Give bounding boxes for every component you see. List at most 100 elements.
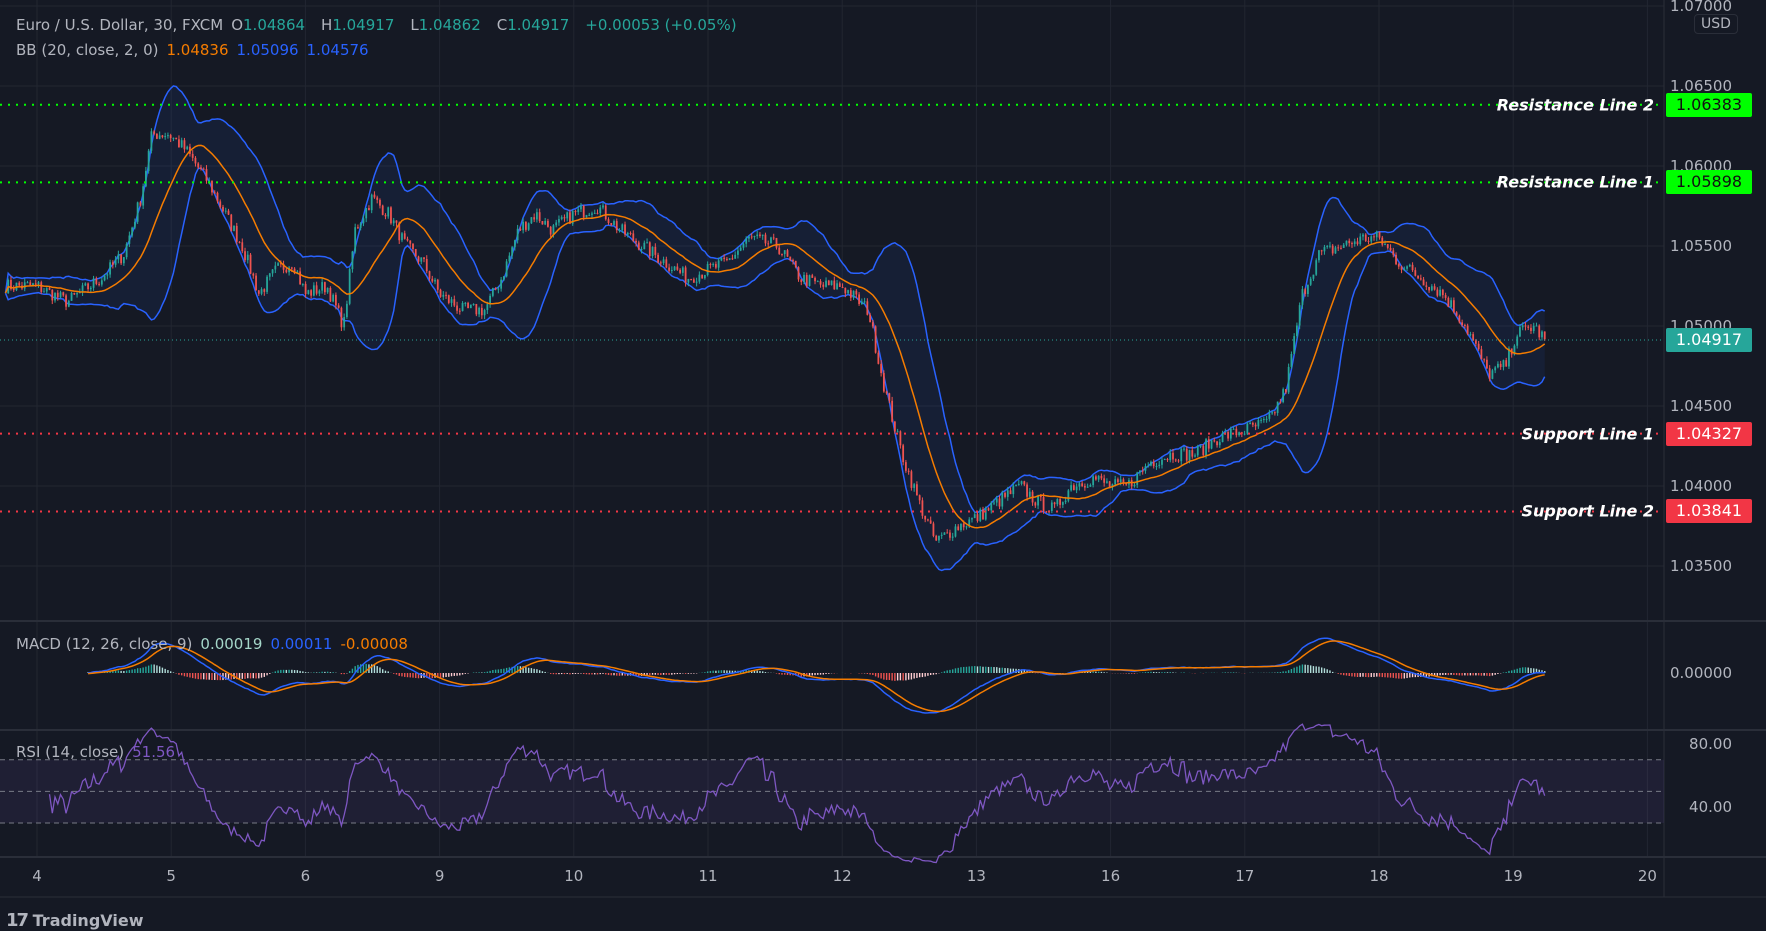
bb-legend[interactable]: BB (20, close, 2, 0) 1.04836 1.05096 1.0457… <box>16 41 377 59</box>
level-label[interactable]: Support Line 2 <box>1521 501 1654 521</box>
candle-body <box>522 222 525 231</box>
candle-body <box>684 267 687 283</box>
candle-body <box>1505 360 1508 367</box>
candle-body <box>885 391 888 394</box>
level-label[interactable]: Resistance Line 2 <box>1496 95 1654 115</box>
ohlc-open: O1.04864 <box>231 16 313 34</box>
candle-body <box>1422 279 1425 286</box>
rsi-legend[interactable]: RSI (14, close) 51.56 <box>16 743 183 761</box>
candle-body <box>1323 247 1326 252</box>
rsi-value: 51.56 <box>132 743 176 761</box>
candle-body <box>742 243 745 248</box>
candle-body <box>147 150 150 171</box>
candle-body <box>797 267 800 280</box>
candle-body <box>1351 243 1353 245</box>
candle-body <box>211 180 213 193</box>
candle-body <box>1430 286 1433 291</box>
candle-body <box>709 264 712 266</box>
candle-body <box>442 294 445 297</box>
candle-body <box>1028 491 1031 497</box>
price-axis-label: 1.06500 <box>1669 77 1732 95</box>
candle-body <box>1106 481 1108 483</box>
candle-body <box>156 133 158 139</box>
level-label[interactable]: Support Line 1 <box>1521 424 1654 444</box>
candle-body <box>1199 445 1202 447</box>
candle-body <box>990 502 993 511</box>
candle-body <box>343 317 346 328</box>
rsi-axis-80: 80.00 <box>1689 735 1732 753</box>
candle-body <box>624 224 626 235</box>
candle-body <box>962 523 965 528</box>
candle-body <box>1535 325 1538 327</box>
candle-body <box>1092 476 1095 486</box>
candle-body <box>577 209 580 212</box>
tradingview-logo[interactable]: 17 TradingView <box>6 910 143 931</box>
candle-body <box>505 261 508 277</box>
candle-body <box>1150 461 1152 466</box>
candle-body <box>183 140 186 150</box>
candle-body <box>34 283 37 285</box>
open-label: O <box>231 16 244 34</box>
high-label: H <box>321 16 333 34</box>
candle-body <box>563 217 566 219</box>
low-value: 1.04862 <box>418 16 481 34</box>
candle-body <box>1386 244 1389 248</box>
candle-body <box>555 222 558 226</box>
candle-body <box>1180 449 1183 462</box>
candle-body <box>657 254 659 263</box>
bb-basis-line <box>4 144 1546 529</box>
candle-body <box>219 201 222 207</box>
candle-body <box>1053 502 1056 505</box>
candle-body <box>296 271 299 274</box>
candle-body <box>1480 349 1483 360</box>
rsi-axis-40: 40.00 <box>1689 798 1732 816</box>
macd-legend[interactable]: MACD (12, 26, close, 9) 0.00019 0.00011 -0.… <box>16 635 416 653</box>
candle-body <box>1072 485 1075 491</box>
brand-name: TradingView <box>32 911 144 930</box>
candle-body <box>635 240 637 243</box>
candle-body <box>753 236 756 238</box>
candle-body <box>513 240 516 248</box>
candle-body <box>1139 470 1141 473</box>
candle-body <box>194 157 197 164</box>
candle-body <box>1017 483 1020 485</box>
candle-body <box>1408 264 1411 267</box>
candle-body <box>213 192 216 194</box>
candle-body <box>1089 485 1092 487</box>
candle-body <box>1061 502 1064 505</box>
candle-body <box>274 265 277 270</box>
candle-body <box>602 205 604 208</box>
currency-badge[interactable]: USD <box>1694 14 1738 34</box>
candle-body <box>1287 366 1290 393</box>
candle-body <box>23 282 26 289</box>
candle-body <box>271 269 274 274</box>
candle-body <box>547 220 549 227</box>
candle-body <box>965 526 968 528</box>
candle-body <box>142 186 145 206</box>
candle-body <box>92 278 95 288</box>
candle-body <box>538 212 541 222</box>
candle-body <box>866 301 869 315</box>
candle-body <box>133 221 136 228</box>
candle-body <box>1342 244 1345 248</box>
candle-body <box>205 169 208 181</box>
candle-body <box>1260 419 1263 421</box>
candle-body <box>1232 428 1235 430</box>
candle-body <box>1491 370 1494 379</box>
candle-body <box>1026 484 1028 497</box>
candle-body <box>1205 439 1207 456</box>
candle-body <box>175 137 178 140</box>
candle-body <box>1312 274 1315 279</box>
candle-body <box>907 470 910 472</box>
candle-body <box>252 273 255 276</box>
candle-body <box>1045 511 1048 513</box>
candle-body <box>910 471 913 488</box>
candle-body <box>491 288 494 296</box>
symbol-legend: Euro / U.S. Dollar, 30, FXCM O1.04864 H1.0… <box>16 16 745 34</box>
candle-body <box>805 274 808 286</box>
level-label[interactable]: Resistance Line 1 <box>1496 172 1654 192</box>
candle-body <box>1174 459 1177 461</box>
candle-body <box>1265 418 1268 420</box>
candle-body <box>395 220 398 223</box>
